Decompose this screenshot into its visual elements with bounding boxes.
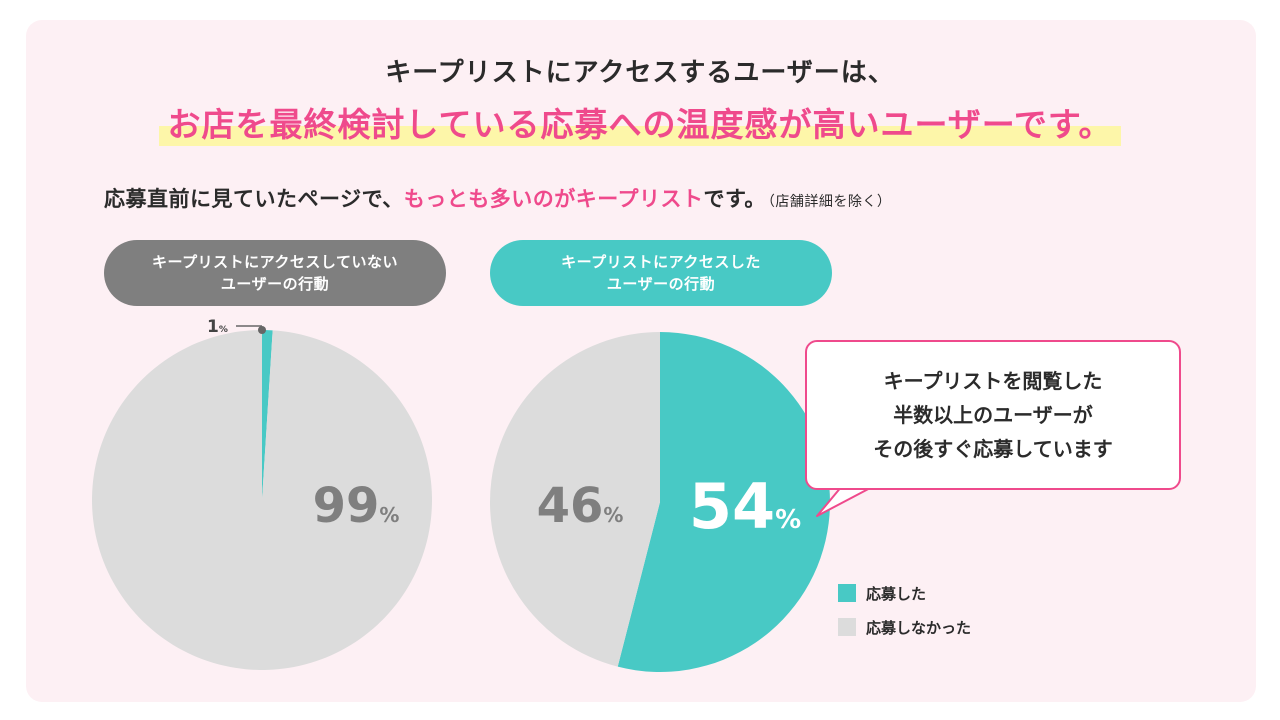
legend-label-applied: 応募した (866, 584, 927, 603)
pie2-slice-1 (490, 332, 660, 667)
legend: 応募した 応募しなかった (838, 582, 971, 650)
subheadline-highlight: もっとも多いのがキープリスト (403, 187, 704, 211)
subheadline-note: （店舗詳細を除く） (767, 194, 892, 210)
callout-text: キープリストを閲覧した 半数以上のユーザーが その後すぐ応募しています (873, 369, 1113, 461)
pie-chart-1: 99% 1% (92, 317, 433, 670)
pie2-label-not-applied: 46% (537, 478, 624, 534)
headline-line1: キープリストにアクセスするユーザーは、 (385, 58, 895, 88)
pie1-title: キープリストにアクセスしていない ユーザーの行動 (152, 253, 398, 293)
legend-swatch-not-applied (838, 618, 856, 636)
pie1-slice-1 (92, 330, 433, 670)
legend-swatch-applied (838, 584, 856, 602)
headline-line2: お店を最終検討している応募への温度感が高いユーザーです。 (159, 98, 1121, 146)
callout-box: キープリストを閲覧した 半数以上のユーザーが その後すぐ応募しています (805, 340, 1181, 490)
pie1-title-pill: キープリストにアクセスしていない ユーザーの行動 (104, 240, 446, 306)
pie2-label-applied: 54% (689, 470, 801, 543)
subheadline-part1: 応募直前に見ていたページで、 (104, 187, 404, 211)
pie1-label-applied: 1% (207, 317, 228, 337)
subheadline: 応募直前に見ていたページで、もっとも多いのがキープリストです。 （店舗詳細を除く） (104, 183, 891, 213)
pie2-slice-0 (617, 332, 831, 672)
pie-chart-2: 46% 54% (490, 332, 831, 672)
pie2-title: キープリストにアクセスした ユーザーの行動 (561, 253, 761, 293)
pie1-label-not-applied: 99% (313, 478, 400, 534)
legend-item-applied: 応募した (838, 582, 971, 604)
pie1-leader-dot (258, 326, 266, 334)
legend-label-not-applied: 応募しなかった (866, 618, 972, 637)
pie2-title-pill: キープリストにアクセスした ユーザーの行動 (490, 240, 832, 306)
pie1-slice-0 (262, 330, 273, 500)
legend-item-not-applied: 応募しなかった (838, 616, 971, 638)
subheadline-part2: です。 (703, 187, 766, 211)
